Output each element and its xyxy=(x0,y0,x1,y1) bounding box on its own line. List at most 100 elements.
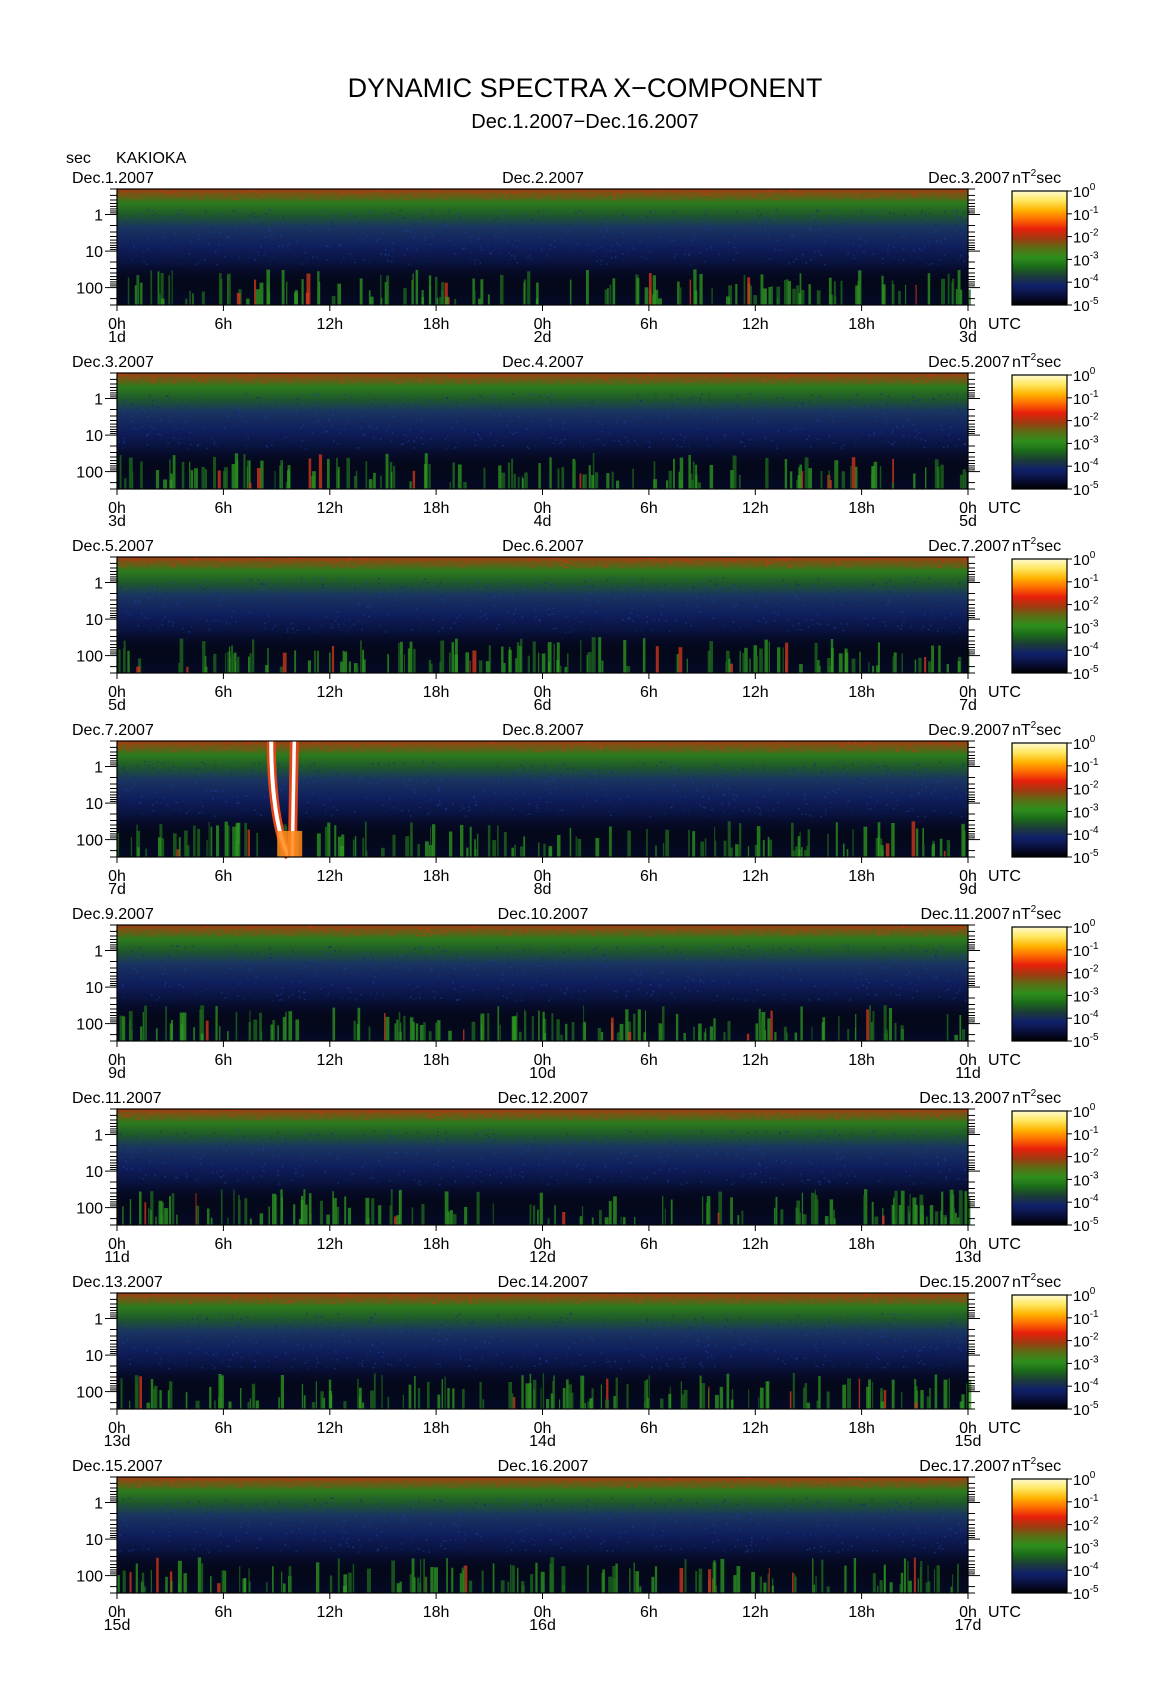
spectral-noise xyxy=(683,746,685,748)
spectral-noise xyxy=(423,793,425,795)
spectral-noise xyxy=(174,225,176,227)
spectral-noise xyxy=(282,783,285,785)
spectral-noise xyxy=(308,408,310,410)
spectral-noise xyxy=(569,631,571,633)
spectral-noise xyxy=(541,411,544,413)
spectral-noise xyxy=(171,216,173,219)
spectral-noise xyxy=(348,749,350,751)
spectral-noise xyxy=(826,793,828,796)
spectral-noise xyxy=(446,397,449,400)
spectral-noise xyxy=(388,254,390,256)
spectral-noise xyxy=(786,629,789,632)
spectral-noise xyxy=(474,191,477,193)
spectral-streak xyxy=(160,298,165,305)
spectral-noise xyxy=(464,429,466,431)
spectral-noise xyxy=(865,742,867,745)
spectral-noise xyxy=(746,746,749,748)
spectral-noise xyxy=(583,195,585,198)
spectral-noise xyxy=(709,375,711,377)
spectral-noise xyxy=(406,230,408,232)
spectral-noise xyxy=(272,628,274,631)
spectral-noise xyxy=(706,577,709,579)
spectral-streak xyxy=(472,650,477,673)
y-tick-label: 10 xyxy=(85,428,103,445)
spectral-streak xyxy=(480,279,484,305)
spectral-noise xyxy=(389,750,391,753)
spectral-streak xyxy=(205,469,207,489)
spectral-noise xyxy=(633,604,636,606)
spectral-noise xyxy=(898,611,901,613)
spectral-noise xyxy=(489,610,491,612)
spectral-noise xyxy=(551,381,553,383)
spectral-noise xyxy=(926,263,929,265)
spectral-noise xyxy=(744,377,746,379)
spectral-noise xyxy=(709,399,711,401)
spectral-noise xyxy=(334,215,336,217)
spectral-noise xyxy=(287,380,290,382)
spectral-noise xyxy=(814,615,816,617)
spectral-noise xyxy=(378,562,380,565)
spectral-noise xyxy=(688,380,690,382)
spectral-noise xyxy=(444,438,447,441)
spectral-noise xyxy=(236,423,239,425)
spectral-noise xyxy=(912,608,915,611)
spectral-noise xyxy=(289,381,291,383)
spectral-noise xyxy=(553,778,555,780)
spectral-noise xyxy=(271,627,274,629)
spectral-noise xyxy=(799,774,801,776)
spectral-noise xyxy=(422,217,425,219)
spectral-noise xyxy=(914,743,916,745)
spectral-noise xyxy=(901,785,903,788)
spectral-noise xyxy=(684,374,687,377)
colorbar-tick-label: 10-2 xyxy=(1073,228,1099,247)
spectral-noise xyxy=(429,377,432,380)
spectral-noise xyxy=(855,399,857,401)
spectral-noise xyxy=(484,380,487,383)
spectral-noise xyxy=(889,608,892,611)
spectral-noise xyxy=(189,438,191,440)
spectral-noise xyxy=(511,558,514,560)
spectral-noise xyxy=(749,748,752,750)
spectral-noise xyxy=(634,440,636,442)
spectral-noise xyxy=(664,564,666,567)
spectral-noise xyxy=(876,811,879,813)
spectral-noise xyxy=(873,194,875,197)
spectral-noise xyxy=(612,577,614,579)
spectral-noise xyxy=(287,378,289,380)
spectral-noise xyxy=(845,557,847,560)
spectral-noise xyxy=(234,227,237,230)
spectral-noise xyxy=(334,566,336,568)
spectral-noise xyxy=(252,748,255,750)
spectral-noise xyxy=(643,784,645,787)
spectral-noise xyxy=(753,225,756,228)
spectral-noise xyxy=(794,406,797,408)
spectral-noise xyxy=(198,583,200,586)
panel-mid-date: Dec.8.2007 xyxy=(502,722,584,739)
spectral-noise xyxy=(774,248,777,251)
spectral-noise xyxy=(746,425,748,428)
spectral-streak xyxy=(759,648,763,673)
spectral-streak xyxy=(777,647,781,673)
spectral-noise xyxy=(218,590,220,592)
spectral-noise xyxy=(685,579,687,581)
spectral-noise xyxy=(252,769,254,772)
spectral-noise xyxy=(759,814,762,817)
spectral-noise xyxy=(286,743,288,746)
spectral-noise xyxy=(547,397,549,399)
spectral-streak xyxy=(732,455,737,489)
spectral-noise xyxy=(423,581,425,584)
spectral-noise xyxy=(209,774,212,776)
spectral-noise xyxy=(338,746,340,748)
spectral-noise xyxy=(672,423,674,425)
spectral-noise xyxy=(846,623,848,625)
spectral-noise xyxy=(400,443,403,446)
spectral-noise xyxy=(874,211,877,213)
spectral-noise xyxy=(487,197,489,199)
spectral-noise xyxy=(833,209,836,211)
spectral-noise xyxy=(742,432,744,435)
spectral-noise xyxy=(702,411,704,414)
spectral-noise xyxy=(874,624,877,627)
spectral-noise xyxy=(282,216,284,218)
spectral-noise xyxy=(227,747,229,750)
spectral-noise xyxy=(919,564,922,567)
